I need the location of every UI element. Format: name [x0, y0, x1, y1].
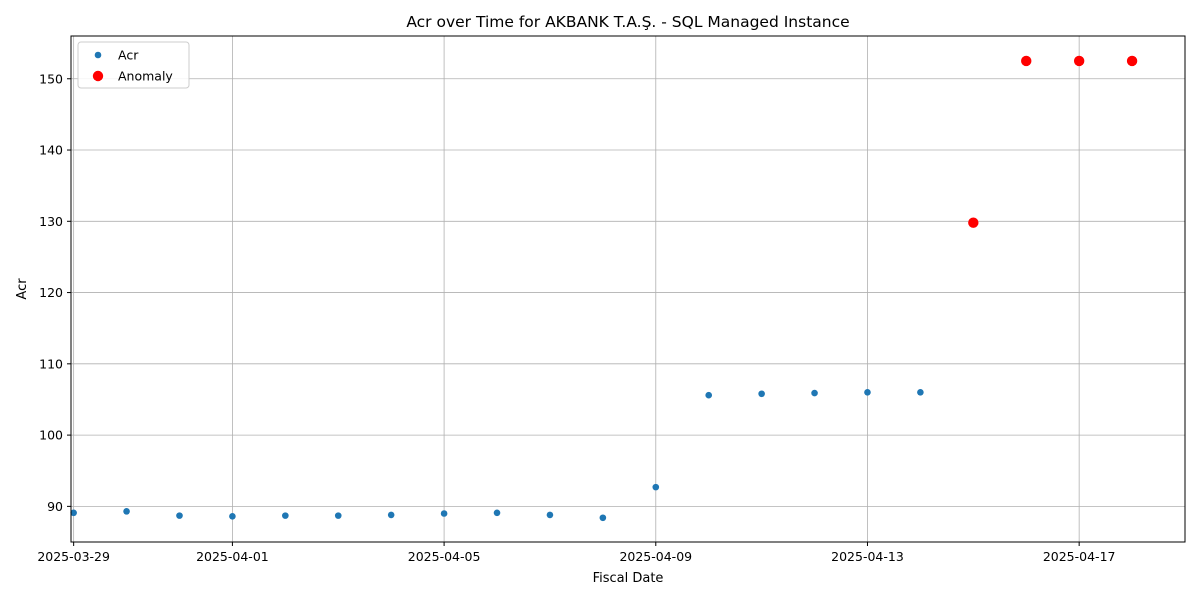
x-tick-label: 2025-04-17	[1043, 549, 1116, 564]
y-axis-label: Acr	[15, 278, 30, 300]
acr-point	[758, 390, 765, 398]
legend-box	[77, 41, 190, 89]
grid-layer	[71, 36, 1185, 542]
x-axis-label: Fiscal Date	[593, 571, 664, 586]
x-tick-label: 2025-03-29	[37, 549, 110, 564]
acr-point	[864, 389, 871, 396]
y-tick-label: 140	[39, 143, 63, 158]
ticks-layer: 2025-03-29 2025-04-01 2025-04-05 2025-04-09…	[37, 71, 1115, 564]
chart-title: Acr over Time for AKBANK T.A.Ş. - SQL Ma…	[406, 13, 849, 31]
acr-point	[811, 389, 818, 397]
acr-point	[123, 508, 130, 515]
y-tick-label: 90	[47, 499, 63, 514]
acr-point	[176, 512, 183, 519]
legend-acr-label: Acr	[118, 48, 139, 63]
acr-point	[546, 511, 554, 519]
y-tick-label: 100	[39, 428, 63, 443]
anomaly-point	[1073, 55, 1085, 67]
y-tick-label: 130	[39, 214, 63, 229]
y-tick-label: 110	[39, 356, 63, 371]
plot-frame	[70, 35, 1186, 543]
legend-anomaly-marker	[92, 70, 104, 82]
acr-point	[599, 514, 607, 522]
acr-point	[229, 513, 236, 520]
x-tick-label: 2025-04-13	[831, 549, 904, 564]
acr-point	[917, 389, 924, 396]
anomaly-point	[968, 217, 979, 228]
acr-point	[652, 483, 660, 491]
acr-point	[387, 511, 395, 519]
acr-point	[705, 391, 713, 399]
acr-point	[70, 509, 77, 517]
acr-point	[493, 509, 501, 517]
points-layer	[70, 55, 1138, 522]
x-tick-label: 2025-04-01	[196, 549, 269, 564]
legend: Acr Anomaly	[77, 41, 190, 89]
acr-point	[282, 512, 289, 519]
y-tick-label: 150	[39, 71, 63, 86]
legend-acr-marker	[94, 51, 102, 59]
acr-point	[334, 512, 342, 519]
y-tick-label: 120	[39, 285, 63, 300]
legend-anomaly-label: Anomaly	[118, 69, 173, 84]
acr-point	[440, 510, 448, 517]
anomaly-point	[1021, 55, 1032, 67]
x-tick-label: 2025-04-05	[408, 549, 481, 564]
anomaly-point	[1126, 55, 1138, 67]
x-tick-label: 2025-04-09	[619, 549, 692, 564]
